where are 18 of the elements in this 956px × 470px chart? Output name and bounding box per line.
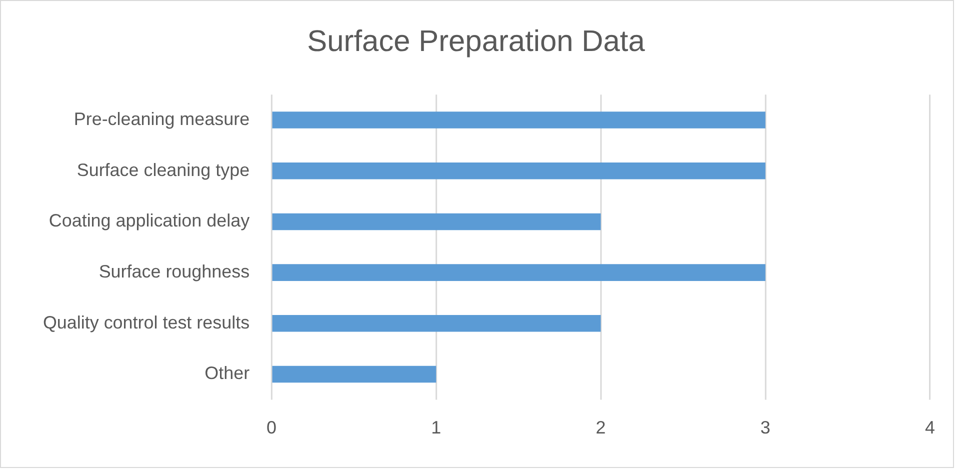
bar [272, 162, 766, 180]
bar [272, 315, 601, 332]
bar [272, 213, 601, 230]
bar [272, 366, 436, 383]
y-tick-label: Surface roughness [98, 262, 250, 282]
y-tick-label: Coating application delay [48, 210, 250, 231]
bar [272, 264, 766, 281]
y-tick-label: Quality control test results [42, 312, 250, 332]
bar [272, 112, 766, 128]
x-tick-label: 1 [431, 417, 442, 438]
y-tick-label: Pre-cleaning measure [74, 108, 250, 129]
x-tick-label: 0 [266, 417, 277, 438]
x-tick-label: 3 [760, 417, 770, 438]
y-tick-label: Other [204, 363, 250, 384]
y-tick-label: Surface cleaning type [76, 160, 250, 180]
chart-title: Surface Preparation Data [307, 25, 646, 58]
x-tick-label: 2 [596, 417, 606, 438]
x-tick-label: 4 [925, 417, 936, 438]
